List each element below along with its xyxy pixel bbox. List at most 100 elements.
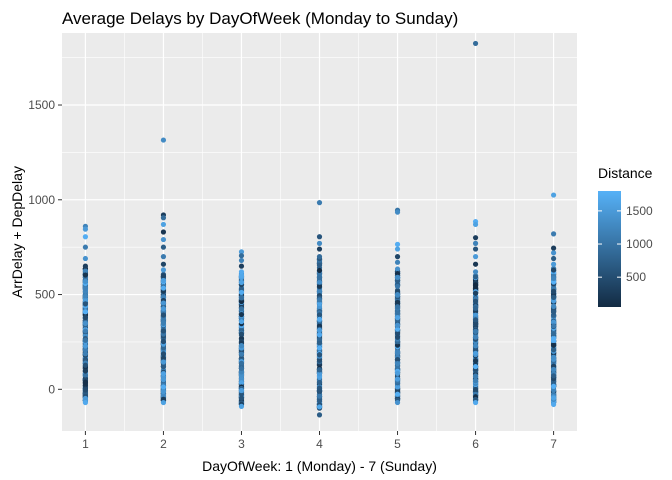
data-point [472, 378, 479, 384]
data-point [316, 200, 323, 206]
y-axis-ticks: 0 500 1000 1500 [28, 98, 62, 396]
data-point [394, 356, 401, 363]
data-point [160, 273, 167, 279]
data-point [238, 263, 245, 269]
data-point [472, 298, 479, 304]
data-point [160, 267, 167, 273]
data-point [238, 249, 245, 255]
data-point [160, 285, 167, 291]
data-point [238, 306, 245, 312]
data-point [316, 300, 323, 307]
data-point [82, 244, 89, 250]
y-tick-label: 0 [48, 382, 55, 396]
data-point [316, 357, 323, 363]
y-tick-label: 1500 [28, 98, 55, 112]
data-point [238, 298, 245, 305]
data-point [316, 297, 323, 303]
data-point [160, 320, 167, 327]
data-point [550, 261, 557, 267]
legend-title: Distance [598, 165, 653, 181]
data-point [550, 347, 557, 353]
chart-title: Average Delays by DayOfWeek (Monday to S… [62, 9, 458, 28]
data-point [550, 231, 557, 237]
data-point [316, 275, 323, 281]
data-point [82, 347, 89, 353]
data-point [472, 317, 479, 323]
data-point [160, 363, 167, 369]
data-point [550, 275, 557, 282]
data-point [160, 137, 167, 143]
x-axis-title: DayOfWeek: 1 (Monday) - 7 (Sunday) [202, 458, 437, 474]
data-point [160, 221, 167, 228]
data-point [238, 269, 245, 275]
legend-ticks: 500 1000 1500 [598, 204, 653, 284]
data-point [394, 283, 401, 290]
data-point [316, 404, 323, 410]
data-point [394, 334, 401, 340]
data-point [160, 244, 167, 250]
x-tick-label: 5 [394, 437, 401, 451]
data-point [550, 366, 557, 373]
data-point [238, 395, 245, 401]
data-point [160, 389, 167, 395]
data-point [238, 289, 245, 296]
data-point [472, 358, 479, 364]
data-point [472, 261, 479, 267]
data-point [238, 403, 245, 409]
data-point [316, 352, 323, 358]
data-point [238, 253, 245, 259]
data-point [160, 312, 167, 318]
data-point [238, 360, 245, 366]
color-legend: Distance 500 1000 1500 [598, 165, 653, 307]
data-point [160, 338, 167, 345]
data-point [160, 261, 167, 267]
y-axis-title: ArrDelay + DepDelay [9, 166, 25, 298]
data-point [82, 320, 89, 327]
data-point [160, 300, 167, 306]
data-point [550, 319, 557, 325]
data-point [394, 266, 401, 272]
data-point [550, 401, 557, 408]
data-point [472, 240, 479, 246]
data-point [238, 365, 245, 372]
x-tick-label: 3 [238, 437, 245, 451]
data-point [550, 323, 557, 329]
data-point [394, 399, 401, 406]
x-tick-label: 1 [82, 437, 89, 451]
data-point [394, 274, 401, 280]
data-point [394, 326, 401, 332]
data-point [394, 259, 401, 265]
data-point [160, 377, 167, 383]
x-tick-label: 4 [316, 437, 323, 451]
data-point [82, 255, 89, 262]
data-point [472, 321, 479, 327]
data-point [394, 370, 401, 376]
data-point [82, 372, 89, 378]
data-point [316, 371, 323, 377]
data-point [82, 337, 89, 343]
data-point [550, 387, 557, 393]
data-point [82, 368, 89, 374]
data-point [316, 234, 323, 240]
data-point [238, 311, 245, 318]
legend-colorbar [598, 191, 621, 307]
data-point [394, 391, 401, 397]
data-point [472, 350, 479, 356]
data-point [160, 305, 167, 312]
x-axis-ticks: 1 2 3 4 5 6 7 [82, 431, 557, 451]
data-point [550, 342, 557, 348]
data-point [238, 295, 245, 301]
data-point [550, 337, 557, 344]
data-point [394, 384, 401, 390]
data-point [316, 262, 323, 268]
data-point [160, 229, 167, 235]
data-point [238, 391, 245, 397]
data-point [472, 290, 479, 296]
data-point [316, 332, 323, 338]
data-point [160, 345, 167, 351]
data-point [394, 299, 401, 306]
data-point [472, 305, 479, 311]
data-point [394, 246, 401, 252]
data-point [472, 328, 479, 334]
data-point [82, 263, 89, 269]
